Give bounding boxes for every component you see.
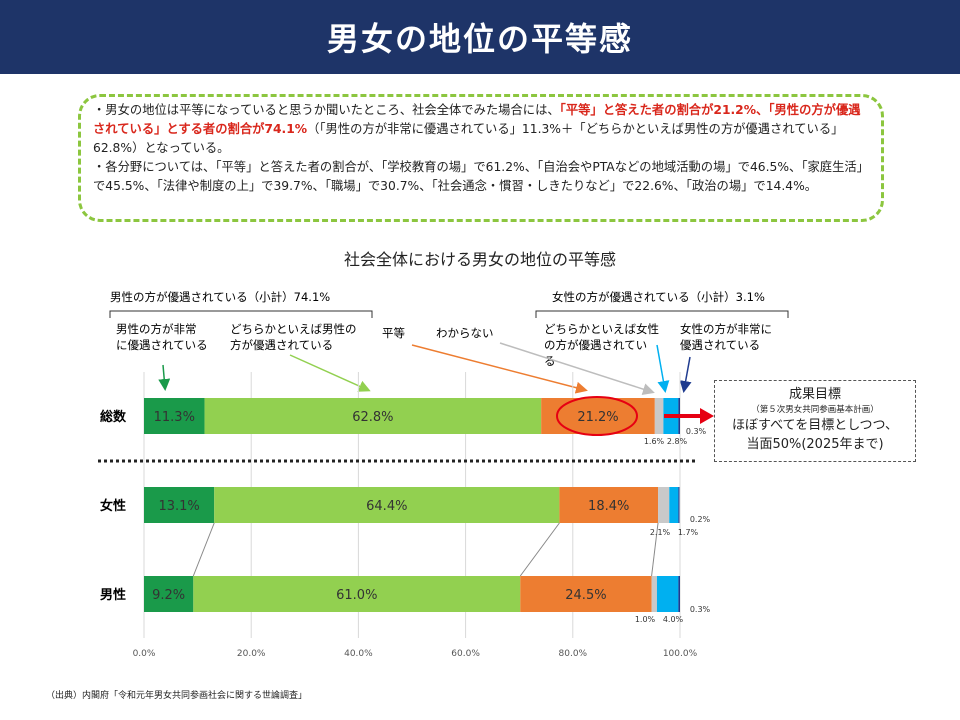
x-tick-label: 40.0% — [344, 649, 373, 659]
bar-value-label: 24.5% — [565, 588, 606, 603]
bar-value-label: 64.4% — [366, 499, 407, 514]
summary-highlight-male: 「男性の方が優遇されている」とする者の割合が74.1% — [93, 103, 861, 136]
x-tick-label: 60.0% — [451, 649, 480, 659]
goal-source: （第５次男女共同参画基本計画） — [751, 405, 879, 415]
callout-arrow-female-strong — [679, 356, 692, 393]
callout-arrow-female-some — [656, 344, 670, 393]
legend-male-strong-label: 男性の方が非常 に優遇されている — [116, 322, 208, 352]
bar-segment — [144, 398, 205, 434]
callout-arrow-male-some — [289, 354, 371, 392]
female-subtotal-label: 女性の方が優遇されている（小計）3.1% — [552, 290, 765, 304]
summary-highlight-equal: 「平等」と答えた者の割合が21.2%、 — [559, 103, 769, 117]
chart-title: 社会全体における男女の地位の平等感 — [343, 250, 616, 269]
summary-paragraph-2: ・各分野については、「平等」と答えた者の割合が、「学校教育の場」で61.2%、「… — [93, 160, 869, 193]
chart-bars — [144, 398, 680, 612]
series-connector — [519, 522, 560, 577]
bar-value-label: 62.8% — [352, 410, 393, 425]
bar-small-value-label: 1.6% — [644, 437, 665, 446]
goal-box: 成果目標 （第５次男女共同参画基本計画） ほぼすべてを目標としつつ、 当面50%… — [714, 380, 916, 462]
goal-title: 成果目標 — [788, 387, 841, 402]
bar-segment — [214, 487, 560, 523]
bar-segment — [654, 398, 664, 434]
bar-segment — [678, 576, 680, 612]
male-subtotal-bracket — [109, 310, 373, 318]
bar-value-label: 21.2% — [577, 410, 618, 425]
bar-value-label: 18.4% — [588, 499, 629, 514]
series-connector — [192, 522, 215, 577]
bar-small-value-label: 0.2% — [690, 515, 711, 524]
legend-female-strong-label: 女性の方が非常に 優遇されている — [680, 322, 776, 352]
bar-segment — [656, 576, 679, 612]
category-label: 男性 — [100, 587, 126, 603]
legend-equal-label: 平等 — [382, 326, 405, 340]
bar-segment — [678, 487, 680, 523]
equal-highlight-circle — [556, 396, 638, 436]
summary-box: ・男女の地位は平等になっていると思うか聞いたところ、社会全体でみた場合には、「平… — [78, 94, 884, 222]
page-title: 男女の地位の平等感 — [326, 20, 633, 58]
category-label: 総数 — [100, 409, 127, 425]
x-tick-label: 20.0% — [237, 649, 266, 659]
female-subtotal-bracket — [535, 310, 789, 318]
summary-text: ・男女の地位は平等になっていると思うか聞いたところ、社会全体でみた場合には、 — [93, 103, 560, 117]
bar-value-label: 61.0% — [336, 588, 377, 603]
bar-segment — [559, 487, 659, 523]
series-connector — [651, 522, 659, 577]
category-label: 女性 — [100, 498, 126, 514]
goal-line-2: 当面50%(2025年まで) — [746, 437, 884, 452]
bar-small-value-label: 4.0% — [663, 615, 684, 624]
legend-male-some-label: どちらかといえば男性の 方が優遇されている — [230, 322, 360, 352]
bar-small-value-label: 1.0% — [635, 615, 656, 624]
goal-line-1: ほぼすべてを目標としつつ、 — [731, 418, 898, 433]
bar-value-label: 9.2% — [152, 588, 185, 603]
x-tick-label: 100.0% — [663, 649, 698, 659]
bar-small-value-label: 0.3% — [690, 605, 711, 614]
legend-unknown-label: わからない — [436, 326, 494, 340]
bar-segment — [669, 487, 679, 523]
chart-connectors — [192, 522, 659, 577]
callout-arrow-unknown — [499, 342, 655, 395]
bar-segment — [204, 398, 542, 434]
bar-value-label: 11.3% — [154, 410, 195, 425]
title-bar: 男女の地位の平等感 — [0, 0, 960, 74]
bar-segment — [651, 576, 657, 612]
goal-arrow-head — [700, 408, 714, 424]
summary-text: （「男性の方が非常に優遇されている」11.3%＋「どちらかといえば男性の方が優遇… — [93, 122, 844, 155]
callout-arrow-male-strong — [158, 364, 171, 391]
bar-segment — [193, 576, 521, 612]
bar-small-value-label: 1.7% — [678, 528, 699, 537]
bar-segment — [541, 398, 655, 434]
male-subtotal-label: 男性の方が優遇されている（小計）74.1% — [110, 290, 330, 304]
bar-value-label: 13.1% — [158, 499, 199, 514]
bar-small-value-label: 2.1% — [650, 528, 671, 537]
bar-segment — [520, 576, 652, 612]
legend-female-some-label: どちらかといえば女性 の方が優遇されてい る — [544, 322, 663, 368]
bar-segment — [658, 487, 670, 523]
summary-paragraph-1: ・男女の地位は平等になっていると思うか聞いたところ、社会全体でみた場合には、「平… — [93, 101, 869, 158]
bar-small-value-label: 2.8% — [667, 437, 688, 446]
callout-arrow-equal — [411, 344, 588, 394]
source-footnote: （出典）内閣府「令和元年男女共同参画社会に関する世論調査」 — [46, 691, 308, 701]
x-tick-label: 0.0% — [133, 649, 156, 659]
x-tick-label: 80.0% — [559, 649, 588, 659]
bar-segment — [144, 576, 194, 612]
bar-segment — [144, 487, 215, 523]
bar-small-value-label: 0.3% — [686, 427, 707, 436]
